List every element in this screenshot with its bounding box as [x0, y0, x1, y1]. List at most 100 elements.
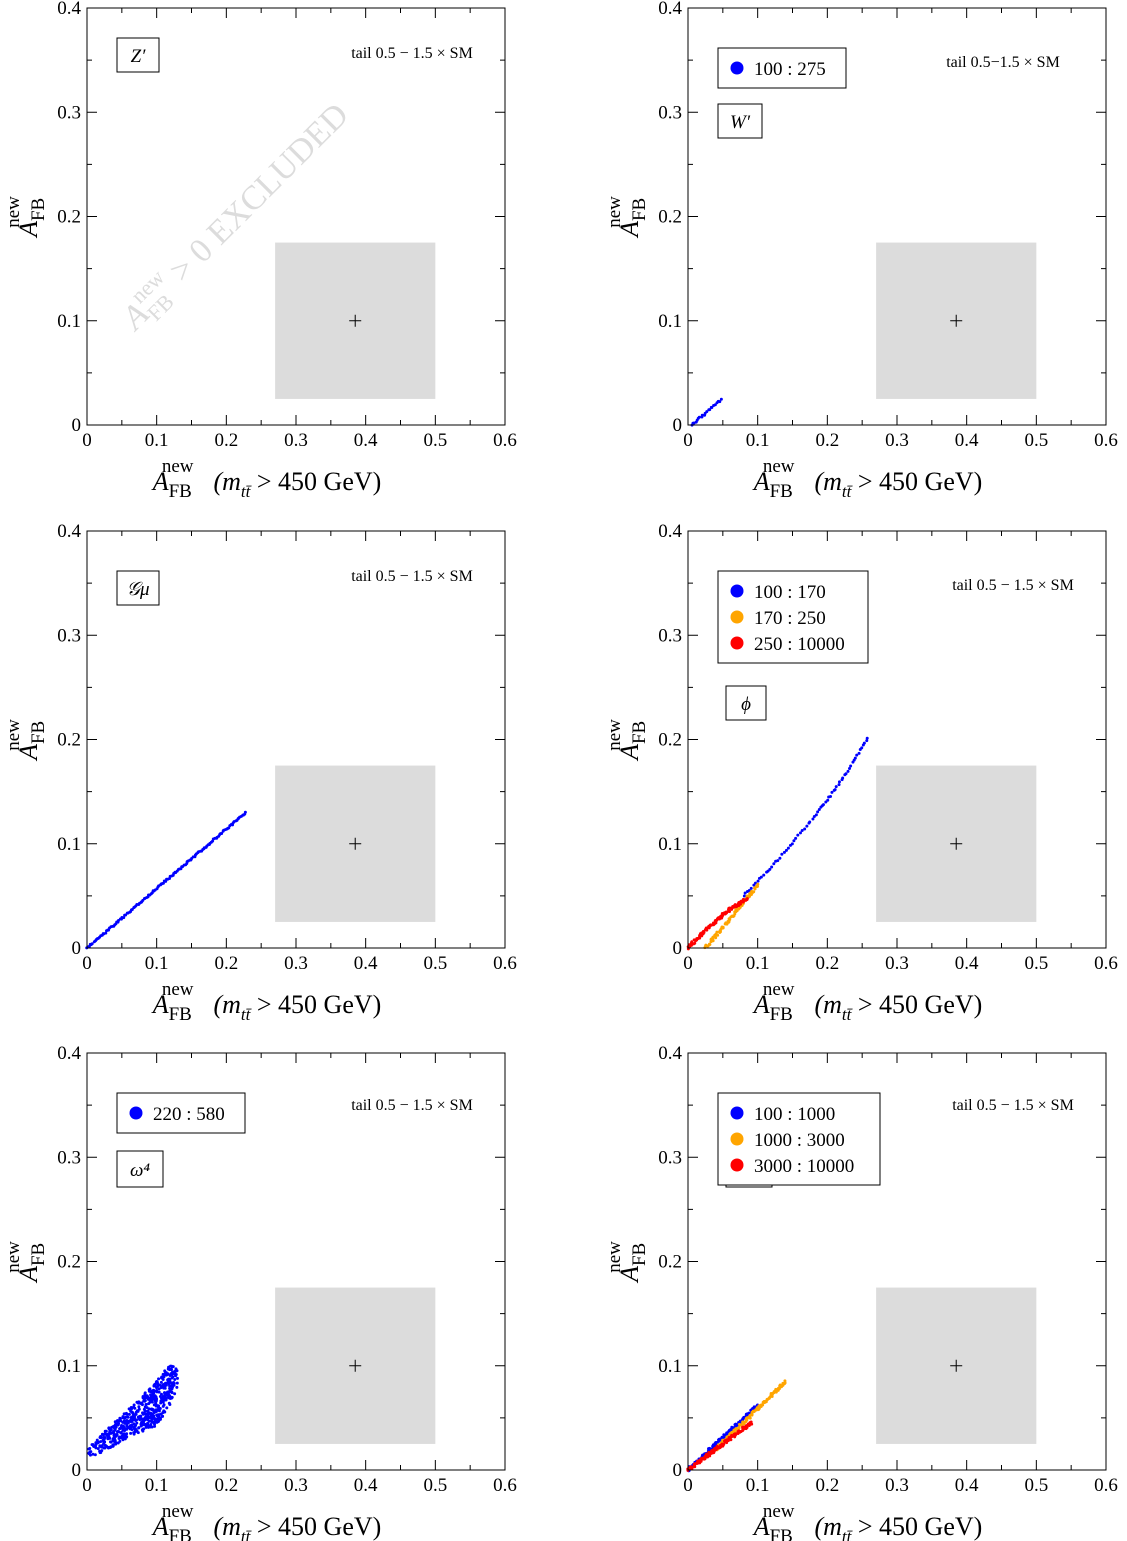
legend-label: 3000 : 10000	[754, 1156, 854, 1177]
legend-marker	[730, 61, 744, 75]
data-point	[152, 1388, 156, 1392]
y-tick-label: 0.4	[658, 1043, 682, 1064]
data-point	[130, 1415, 134, 1419]
data-point	[144, 1412, 148, 1416]
data-point	[123, 1429, 127, 1433]
data-point	[94, 1442, 98, 1446]
data-point	[134, 1410, 138, 1414]
data-point	[109, 1445, 113, 1449]
data-point	[697, 415, 701, 419]
x-tick-label: 0.1	[746, 430, 770, 451]
data-point	[115, 1432, 119, 1436]
x-label-cond: (m	[213, 1512, 240, 1541]
data-point	[774, 1387, 778, 1391]
data-point	[708, 1454, 712, 1458]
data-point	[713, 934, 717, 938]
x-label-cond-sub: tt̄	[241, 482, 253, 501]
data-point	[243, 810, 247, 814]
data-point	[737, 1426, 741, 1430]
data-point	[100, 1445, 104, 1449]
measurement-cross	[950, 837, 963, 850]
data-point	[724, 922, 728, 926]
data-point	[91, 1452, 95, 1456]
x-tick-label: 0.3	[885, 430, 909, 451]
y-tick-label: 0	[72, 415, 82, 436]
data-point	[770, 865, 774, 869]
data-point	[122, 1432, 126, 1436]
y-tick-label: 0	[673, 415, 683, 436]
data-point	[126, 1415, 130, 1419]
data-point	[101, 1436, 105, 1440]
legend-marker	[730, 636, 744, 650]
x-tick-label: 0.6	[493, 430, 517, 451]
tail-note: tail 0.5 − 1.5 × SM	[351, 45, 473, 62]
data-point	[125, 1412, 129, 1416]
y-tick-label: 0	[673, 938, 683, 959]
x-label-cond-sub: tt̄	[842, 1005, 854, 1024]
data-point	[776, 859, 780, 863]
legend-label: 250 : 10000	[754, 634, 845, 655]
data-point	[805, 824, 809, 828]
data-point	[157, 1413, 161, 1417]
data-point	[122, 1412, 126, 1416]
data-point	[134, 1428, 138, 1432]
data-point	[855, 753, 859, 757]
data-point	[130, 1411, 134, 1415]
data-point	[137, 1405, 141, 1409]
data-point	[90, 942, 94, 946]
data-point	[148, 1387, 152, 1391]
x-axis-label: AFB new (mtt̄ > 450 GeV)	[151, 1501, 382, 1541]
data-point	[167, 1391, 171, 1395]
y-tick-label: 0.2	[658, 207, 682, 228]
x-tick-label: 0.2	[815, 953, 839, 974]
y-tick-label: 0.2	[658, 730, 682, 751]
model-label-box	[717, 103, 763, 139]
data-point	[768, 867, 772, 871]
data-point	[728, 1437, 732, 1441]
series-phi-1	[742, 736, 869, 898]
data-point	[817, 807, 821, 811]
data-point	[106, 1437, 110, 1441]
data-point	[798, 831, 802, 835]
x-tick-label: 0.5	[1024, 1475, 1048, 1496]
data-point	[133, 1406, 137, 1410]
data-point	[834, 785, 838, 789]
model-label: ϕ	[741, 694, 751, 715]
data-point	[163, 1384, 167, 1388]
y-label-sub: FB	[629, 198, 650, 221]
y-tick-label: 0.4	[57, 521, 81, 542]
data-point	[811, 817, 815, 821]
data-point	[752, 890, 756, 894]
y-tick-label: 0.1	[57, 311, 81, 332]
data-point	[107, 1426, 111, 1430]
y-tick-label: 0.2	[57, 1252, 81, 1273]
tail-note: tail 0.5 − 1.5 × SM	[952, 1097, 1074, 1114]
series-omega_big-3	[686, 1420, 754, 1472]
data-point	[708, 408, 712, 412]
y-label-sub: FB	[629, 1243, 650, 1266]
series-phi-2	[703, 882, 760, 950]
data-point	[157, 1404, 161, 1408]
data-point	[159, 1386, 163, 1390]
panel-phi: 0 0.1 0.2 0.3 0.4 0.5 0.600.10.20.30.4AFBnew(m…	[604, 521, 1118, 1025]
axis-ticks	[86, 7, 506, 426]
model-label: Z′	[131, 46, 147, 67]
data-point	[141, 1429, 145, 1433]
y-label-sup: new	[604, 719, 625, 751]
x-tick-label: 0.3	[284, 1475, 308, 1496]
data-point	[829, 795, 833, 799]
data-point	[161, 1414, 165, 1418]
data-point	[138, 1416, 142, 1420]
data-point	[128, 1419, 132, 1423]
legend-marker	[730, 610, 744, 624]
data-point	[96, 1440, 100, 1444]
tail-note: tail 0.5−1.5 × SM	[946, 54, 1060, 71]
data-point	[147, 1419, 151, 1423]
model-label: 𝒢μ	[126, 579, 149, 600]
y-tick-label: 0.2	[658, 1252, 682, 1273]
legend-label: 100 : 170	[754, 582, 826, 603]
legend-label: 100 : 1000	[754, 1104, 835, 1125]
x-label-cond-rest: > 450 GeV)	[851, 467, 982, 496]
data-point	[107, 1446, 111, 1450]
